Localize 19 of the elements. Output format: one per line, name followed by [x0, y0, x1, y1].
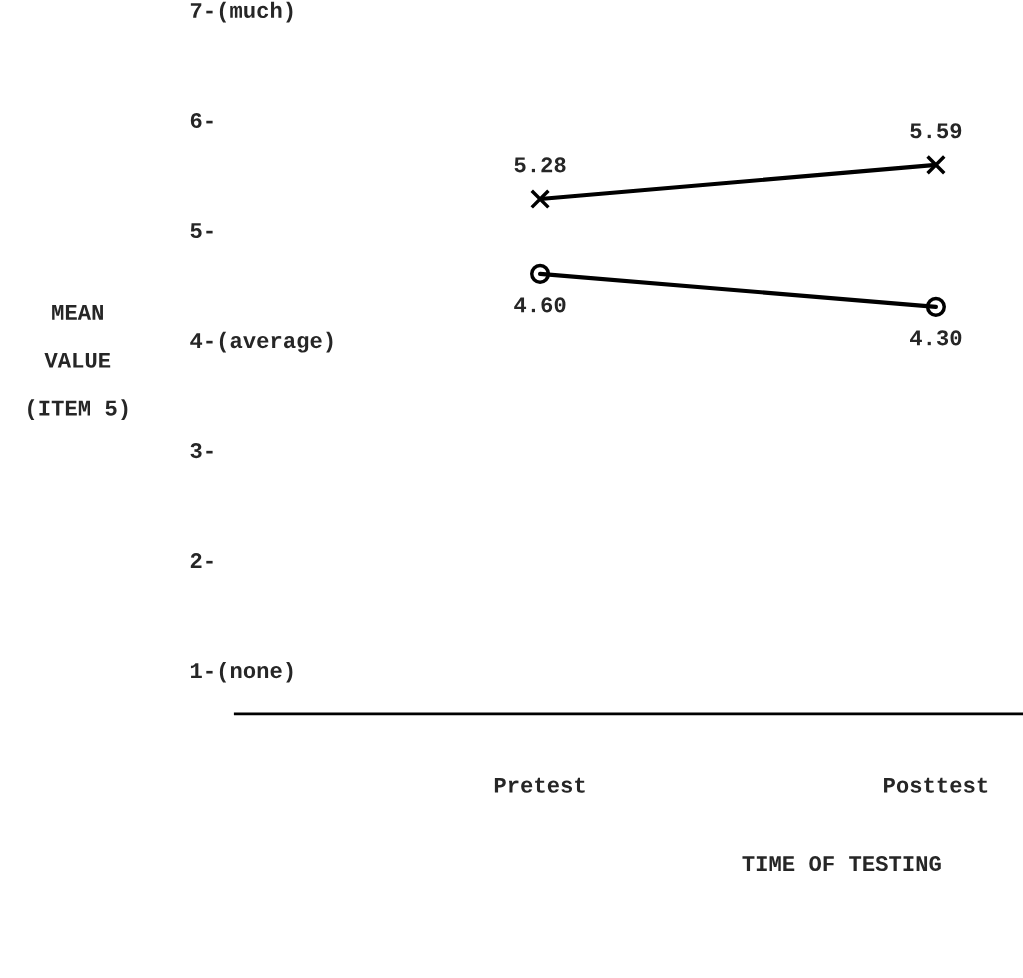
data-label: 4.30	[910, 330, 962, 346]
x-tick-label: Posttest	[884, 777, 988, 793]
y-tick-label: 5-	[190, 223, 213, 239]
point	[530, 263, 551, 284]
point	[530, 188, 551, 210]
y-tick-label: 6-	[190, 112, 213, 129]
point	[925, 296, 946, 317]
data-label: 5.28	[514, 157, 566, 173]
x-tick-label: Pretest	[494, 777, 585, 793]
y-tick-label: 3-	[190, 443, 213, 459]
x-axis-title: TIME OF TESTING	[742, 856, 941, 872]
y-tick-label: 4-(average)	[190, 331, 333, 353]
data-label: 4.60	[514, 297, 566, 313]
y-tick-label: 1-(none)	[190, 661, 293, 683]
point	[925, 154, 946, 175]
y-tick-label: 2-	[190, 553, 213, 568]
y-tick-label: 7-(much)	[190, 1, 293, 23]
text: MEAN VALUE (ITEM 5)	[28, 305, 128, 421]
data-label: 5.59	[910, 123, 962, 139]
